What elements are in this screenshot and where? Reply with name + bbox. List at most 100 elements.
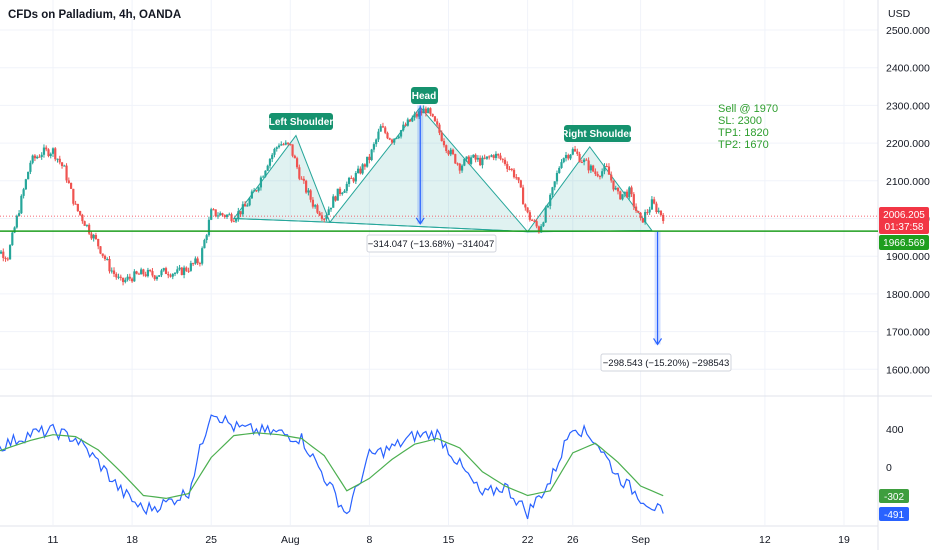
candle-body (257, 187, 260, 191)
candle-body (51, 148, 55, 154)
candle-body (119, 276, 122, 278)
price-tag-bg (879, 235, 929, 250)
currency-label[interactable]: USD (888, 8, 911, 20)
candle-body (29, 162, 32, 172)
candle-body (438, 124, 441, 133)
candle-body (587, 160, 590, 171)
candle-body (81, 214, 84, 222)
x-tick-label: 19 (838, 534, 850, 546)
candle-body (160, 270, 163, 276)
candle-body (277, 145, 281, 148)
neckline (0, 215, 878, 232)
candle-body (445, 145, 448, 151)
candle-body (13, 227, 16, 233)
pattern-triangle (232, 134, 331, 223)
candle-body (115, 273, 118, 278)
osc-main-value: -491 (884, 510, 904, 521)
candle-body (634, 206, 638, 211)
candle-body (221, 213, 224, 216)
candle-body (481, 157, 484, 166)
right-shoulder-label[interactable]: Right Shoulder (561, 125, 633, 142)
candle-body (216, 215, 220, 217)
measure-label-text: −298.543 (−15.20%) −298543 (603, 358, 730, 369)
candle-body (155, 276, 159, 280)
candle-body (580, 162, 583, 164)
candle-body (386, 132, 389, 139)
candle-body (142, 269, 145, 275)
candle-body (648, 209, 651, 213)
candle-body (131, 278, 134, 282)
x-tick-label: Aug (281, 534, 300, 546)
candle-body (384, 127, 387, 133)
candle-body (83, 221, 86, 226)
candle-body (167, 273, 170, 276)
left-shoulder-label[interactable]: Left Shoulder (269, 113, 334, 130)
candle-body (510, 168, 513, 170)
candle-body (314, 205, 317, 207)
candle-body (483, 157, 486, 159)
candle-body (490, 155, 493, 157)
candle-body (431, 113, 434, 117)
measure-arrowhead (415, 217, 425, 225)
candle-body (408, 119, 412, 122)
candle-body (397, 136, 400, 138)
candlestick-series (0, 105, 665, 286)
candle-body (347, 177, 351, 184)
candle-body (603, 165, 606, 172)
y-tick-label: 1900.000 (886, 251, 930, 263)
candle-body (266, 165, 269, 171)
osc-tag-main: -491 (879, 507, 909, 521)
x-tick-label: Sep (631, 534, 650, 546)
measure-arrowhead (653, 338, 663, 346)
x-tick-label: 26 (567, 534, 579, 546)
candle-body (241, 204, 244, 215)
candle-body (601, 171, 604, 177)
candle-body (352, 178, 355, 182)
candle-body (244, 204, 247, 207)
candle-body (650, 199, 653, 210)
candle-body (268, 159, 272, 166)
candle-body (126, 276, 129, 280)
candle-body (506, 163, 509, 169)
candle-body (180, 267, 183, 275)
measure-label-text: −314.047 (−13.68%) −314047 (368, 239, 495, 250)
candle-body (106, 259, 109, 261)
candle-body (325, 215, 328, 220)
x-tick-label: 25 (205, 534, 217, 546)
candle-body (594, 171, 597, 174)
label-bg (269, 113, 333, 130)
candle-body (49, 153, 52, 157)
candle-body (605, 165, 608, 167)
candle-body (442, 141, 446, 146)
y-tick-label: 2400.000 (886, 63, 930, 75)
candle-body (653, 199, 656, 204)
osc-tag-bg (879, 507, 909, 521)
candle-body (368, 156, 371, 160)
candle-body (11, 232, 14, 246)
candle-body (415, 113, 418, 117)
candle-body (169, 275, 172, 277)
candle-body (388, 138, 391, 140)
candle-body (0, 251, 3, 254)
candle-body (492, 155, 495, 158)
candle-body (515, 177, 518, 179)
measure-label-1[interactable]: −314.047 (−13.68%) −314047 (366, 234, 497, 253)
candle-body (318, 212, 321, 216)
candle-body (619, 191, 622, 200)
candle-body (248, 198, 251, 206)
candle-body (94, 235, 98, 239)
candle-body (655, 203, 658, 213)
y-tick-label: 1600.000 (886, 364, 930, 376)
candle-body (488, 156, 491, 158)
measure-label-2[interactable]: −298.543 (−15.20%) −298543 (600, 353, 732, 372)
candle-body (429, 108, 432, 114)
head-label[interactable]: Head (411, 87, 438, 104)
candle-body (542, 222, 545, 227)
candle-body (182, 267, 186, 275)
candle-body (354, 172, 357, 182)
candle-body (146, 269, 150, 277)
price-tag-current: 2006.205 01:37:58 (879, 207, 929, 234)
candle-body (67, 180, 70, 183)
candle-body (63, 165, 66, 167)
